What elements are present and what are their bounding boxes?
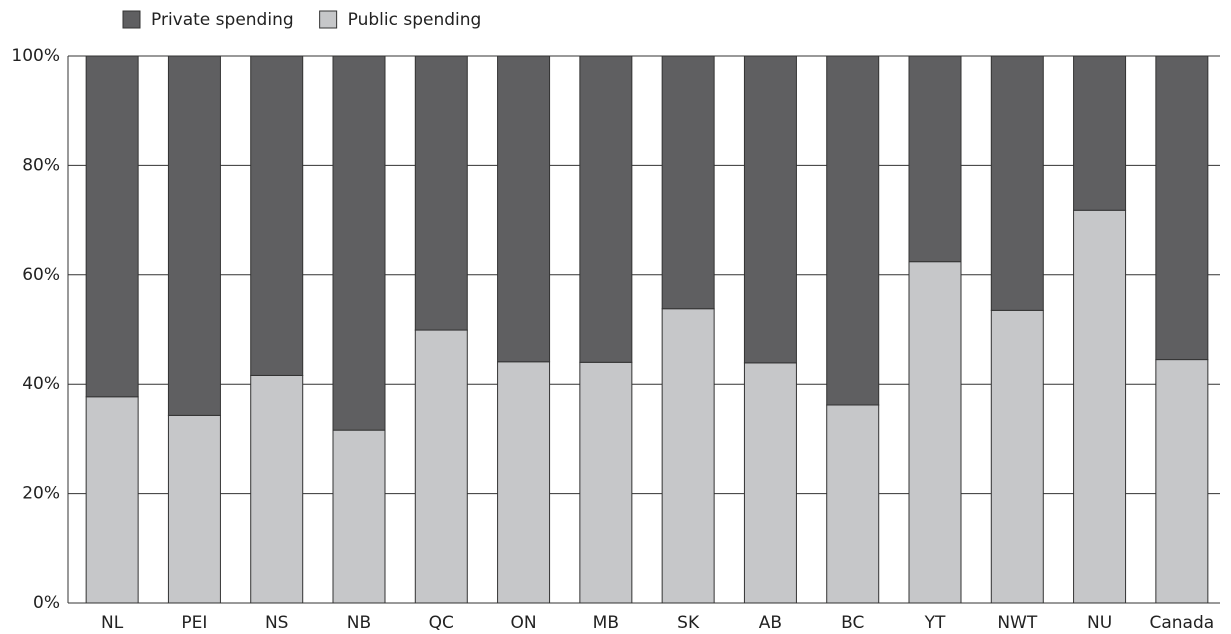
bar-segment bbox=[579, 361, 633, 604]
bar-segment bbox=[332, 429, 386, 604]
bar-segment bbox=[908, 261, 962, 604]
y-tick-label: 100% bbox=[11, 46, 60, 66]
bar-segment bbox=[1155, 359, 1209, 604]
x-tick-label: BC bbox=[841, 613, 864, 633]
x-tick-label: NB bbox=[347, 613, 371, 633]
x-tick-label: YT bbox=[924, 613, 946, 633]
bar-segment bbox=[250, 374, 304, 604]
bar-segment bbox=[908, 55, 962, 263]
bar-segment bbox=[250, 55, 304, 376]
bar-segment bbox=[167, 55, 221, 416]
y-tick-label: 0% bbox=[33, 593, 60, 613]
y-tick-label: 80% bbox=[22, 155, 60, 175]
bar-segment bbox=[85, 396, 139, 604]
x-tick-label: Canada bbox=[1150, 613, 1215, 633]
x-tick-label: AB bbox=[759, 613, 782, 633]
legend-label: Private spending bbox=[151, 10, 294, 30]
bar-segment bbox=[661, 308, 715, 604]
bar-segment bbox=[743, 55, 797, 364]
legend-label: Public spending bbox=[348, 10, 482, 30]
x-tick-label: NL bbox=[101, 613, 124, 633]
bar-segment bbox=[826, 55, 880, 406]
bar-segment bbox=[414, 55, 468, 331]
x-tick-label: NS bbox=[265, 613, 289, 633]
bar-segment bbox=[497, 361, 551, 604]
bar-segment bbox=[990, 309, 1044, 604]
x-tick-label: ON bbox=[511, 613, 537, 633]
x-tick-label: QC bbox=[429, 613, 454, 633]
bar-segment bbox=[990, 55, 1044, 311]
x-tick-label: PEI bbox=[181, 613, 207, 633]
x-tick-label: NWT bbox=[997, 613, 1038, 633]
y-tick-label: 20% bbox=[22, 484, 60, 504]
x-tick-label: SK bbox=[677, 613, 700, 633]
bar-segment bbox=[1073, 55, 1127, 211]
legend-swatch bbox=[319, 10, 338, 29]
legend-swatch bbox=[122, 10, 141, 29]
y-tick-label: 60% bbox=[22, 265, 60, 285]
bar-segment bbox=[167, 414, 221, 604]
bar-segment bbox=[743, 362, 797, 604]
bar-segment bbox=[497, 55, 551, 363]
x-tick-label: MB bbox=[593, 613, 619, 633]
bar-segment bbox=[661, 55, 715, 310]
bar-segment bbox=[414, 329, 468, 604]
bar-segment bbox=[1073, 209, 1127, 604]
bar-segment bbox=[826, 404, 880, 604]
y-tick-label: 40% bbox=[22, 374, 60, 394]
x-tick-label: NU bbox=[1087, 613, 1112, 633]
bar-segment bbox=[332, 55, 386, 431]
bar-segment bbox=[85, 55, 139, 398]
bar-segment bbox=[1155, 55, 1209, 361]
bar-segment bbox=[579, 55, 633, 363]
